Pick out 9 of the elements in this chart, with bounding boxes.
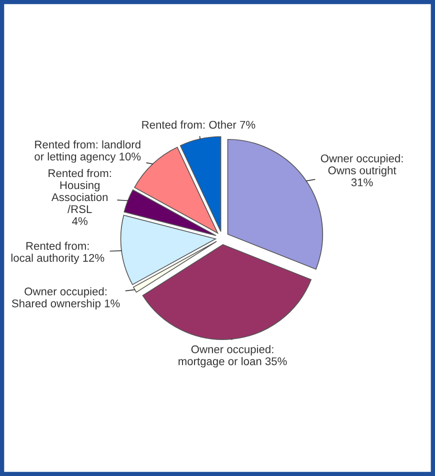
- slice-label: Rented from: Other 7%: [142, 120, 256, 129]
- slice-label: Owner occupied: Shared ownership 1%: [12, 287, 120, 310]
- data-label: 4%: [72, 217, 88, 225]
- slice-label: Rented from: local authority 12%: [11, 242, 104, 264]
- slice-label: Rented from: Housing Association /RSL: [48, 169, 111, 214]
- slice-label: Owner occupied: Owns outright: [320, 154, 403, 176]
- data-label: 31%: [351, 178, 373, 186]
- slice-label: Rented from: landlord or letting agency 10%: [34, 140, 141, 163]
- slice-label: Owner occupied: mortgage or loan 35%: [178, 345, 287, 368]
